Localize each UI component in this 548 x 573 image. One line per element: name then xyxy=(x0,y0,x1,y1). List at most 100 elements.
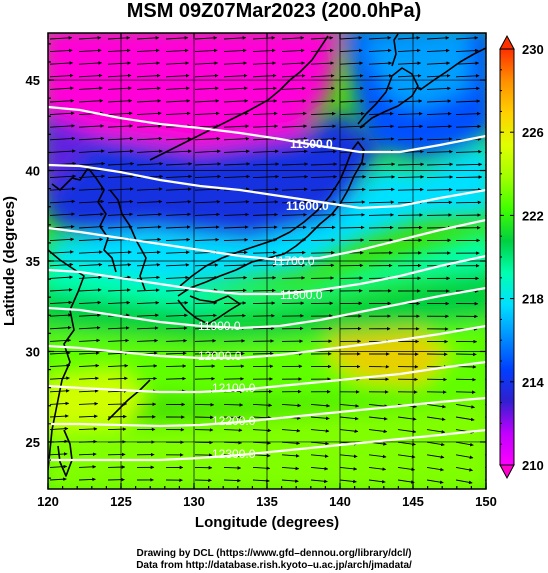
wind-arrow xyxy=(78,439,97,444)
wind-arrow xyxy=(49,300,73,305)
wind-arrow xyxy=(194,212,220,217)
wind-arrow xyxy=(310,99,336,103)
wind-arrow xyxy=(368,213,394,217)
wind-arrow xyxy=(136,187,163,191)
wind-arrow xyxy=(310,276,335,280)
wind-arrow xyxy=(49,477,67,481)
wind-arrow xyxy=(49,250,74,254)
x-axis-label: Longitude (degrees) xyxy=(195,514,339,531)
wind-arrow xyxy=(223,238,249,242)
wind-arrow xyxy=(49,389,70,393)
wind-arrow xyxy=(252,86,277,91)
wind-arrow xyxy=(194,275,218,280)
wind-arrow xyxy=(426,454,445,459)
wind-arrow xyxy=(281,403,302,408)
wind-arrow xyxy=(339,466,358,471)
y-tick-label: 40 xyxy=(26,164,40,179)
wind-arrow xyxy=(455,200,482,205)
wind-arrow xyxy=(78,174,106,179)
wind-arrow xyxy=(78,124,105,128)
wind-arrow xyxy=(78,237,104,242)
contour-11700 xyxy=(48,218,486,262)
wind-arrow xyxy=(49,401,70,406)
wind-arrow xyxy=(252,212,278,217)
wind-arrow xyxy=(368,429,388,434)
x-tick-label: 145 xyxy=(402,494,424,509)
contour-label: 11900.0 xyxy=(198,319,241,333)
wind-arrow xyxy=(252,313,275,318)
wind-arrow xyxy=(252,301,276,305)
wind-arrow xyxy=(78,389,99,393)
wind-arrow xyxy=(107,124,134,128)
colorbar-lower-triangle xyxy=(499,464,515,480)
wind-arrow xyxy=(194,313,217,318)
wind-arrow xyxy=(310,429,330,433)
wind-arrow xyxy=(310,187,337,192)
wind-arrow xyxy=(78,313,101,317)
wind-arrow xyxy=(339,137,366,141)
wind-arrow xyxy=(107,199,134,204)
wind-arrow xyxy=(223,376,244,381)
wind-arrow xyxy=(281,454,300,458)
wind-arrow xyxy=(368,73,393,78)
wind-arrow xyxy=(223,313,246,318)
wind-arrow xyxy=(252,36,276,40)
wind-arrow xyxy=(426,479,444,484)
axis-ticks xyxy=(47,33,487,489)
wind-arrow xyxy=(310,479,328,484)
wind-arrow xyxy=(339,111,365,116)
wind-arrow xyxy=(136,212,162,217)
wind-arrow xyxy=(339,225,365,230)
wind-arrow xyxy=(136,86,161,91)
wind-arrow xyxy=(107,262,132,267)
wind-arrow xyxy=(310,48,334,53)
contour-12300 xyxy=(48,428,486,462)
wind-arrow xyxy=(368,225,394,230)
wind-arrow xyxy=(397,162,425,167)
wind-arrow xyxy=(426,213,452,217)
wind-arrow xyxy=(78,452,97,457)
wind-arrow xyxy=(368,416,388,421)
wind-arrow xyxy=(194,225,220,229)
wind-arrow xyxy=(78,465,97,469)
wind-arrow xyxy=(339,212,365,217)
wind-arrow xyxy=(397,111,423,116)
wind-arrow xyxy=(426,86,451,91)
wind-arrow xyxy=(107,187,134,191)
wind-arrow xyxy=(252,441,271,445)
wind-arrow xyxy=(397,213,423,217)
wind-arrow xyxy=(281,111,307,116)
wind-arrow xyxy=(78,61,103,65)
wind-arrow xyxy=(165,149,192,154)
colorbar-scale xyxy=(499,48,515,466)
wind-arrow xyxy=(397,36,421,40)
wind-arrow xyxy=(281,174,309,179)
wind-arrow xyxy=(165,326,188,330)
x-tick-label: 135 xyxy=(256,494,278,509)
wind-arrow xyxy=(223,149,250,154)
wind-arrow xyxy=(310,403,331,408)
wind-arrow xyxy=(136,61,161,65)
wind-arrow xyxy=(484,479,486,481)
wind-arrow xyxy=(78,376,99,381)
wind-arrow xyxy=(310,124,337,129)
wind-arrow xyxy=(368,124,395,129)
x-tick-label: 130 xyxy=(183,494,205,509)
wind-arrow xyxy=(397,441,416,446)
wind-arrow xyxy=(455,441,474,447)
wind-arrow xyxy=(107,225,133,229)
wind-arrow xyxy=(455,403,475,409)
wind-arrow xyxy=(223,174,251,179)
wind-arrow xyxy=(78,477,96,482)
wind-arrow xyxy=(194,364,216,368)
wind-arrow xyxy=(426,187,453,192)
x-tick-label: 140 xyxy=(329,494,351,509)
wind-arrow xyxy=(223,73,248,78)
wind-arrow xyxy=(368,454,387,459)
wind-arrow xyxy=(78,427,98,431)
wind-arrow xyxy=(281,124,308,128)
wind-arrow xyxy=(339,175,367,179)
coastline-korea xyxy=(51,167,117,273)
wind-arrow xyxy=(136,149,163,153)
wind-arrow xyxy=(49,61,74,65)
